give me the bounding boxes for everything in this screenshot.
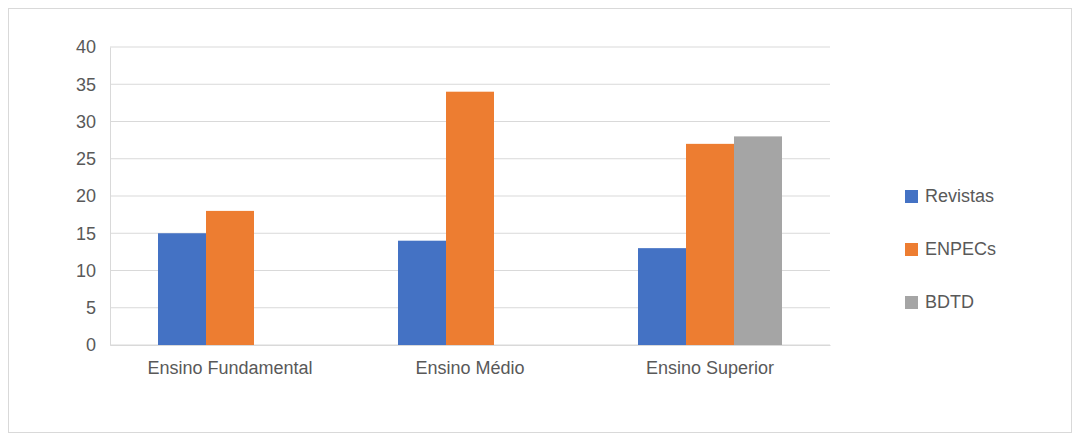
x-tick: Ensino Superior xyxy=(646,345,774,378)
chart-frame xyxy=(9,9,1072,433)
legend-label: Revistas xyxy=(925,186,994,206)
plot: 0510152025303540Ensino FundamentalEnsino… xyxy=(76,37,831,378)
legend-swatch xyxy=(905,243,918,256)
y-tick-label: 5 xyxy=(86,298,96,318)
bar xyxy=(398,241,446,345)
grid-line xyxy=(110,84,830,85)
legend-item: ENPECs xyxy=(905,239,996,259)
y-tick: 35 xyxy=(76,75,110,95)
legend-label: ENPECs xyxy=(925,239,996,259)
bar xyxy=(686,144,734,345)
bars xyxy=(158,92,782,345)
y-axis: 0 5 10 15 20 25 30 35 40 xyxy=(76,37,111,355)
y-tick: 25 xyxy=(76,149,110,169)
y-tick: 20 xyxy=(76,186,110,206)
x-tick: Ensino Médio xyxy=(415,345,524,378)
y-tick: 15 xyxy=(76,224,110,244)
y-axis-line xyxy=(110,48,111,346)
grid xyxy=(110,47,830,345)
bar-series xyxy=(206,92,734,345)
bar-series xyxy=(734,136,782,345)
y-tick: 30 xyxy=(76,112,110,132)
y-tick: 5 xyxy=(86,298,110,318)
x-axis: Ensino Fundamental Ensino Médio Ensino Sup… xyxy=(111,345,831,378)
bar xyxy=(158,233,206,345)
x-tick: Ensino Fundamental xyxy=(147,345,312,378)
x-axis-line xyxy=(111,345,831,346)
x-tick-label: Ensino Fundamental xyxy=(147,358,312,378)
y-tick-label: 35 xyxy=(76,75,96,95)
y-tick-label: 0 xyxy=(86,335,96,355)
x-tick-label: Ensino Superior xyxy=(646,358,774,378)
chart: 0510152025303540Ensino FundamentalEnsino… xyxy=(0,0,1080,441)
legend: Revistas ENPECs BDTD xyxy=(905,186,996,312)
x-tick-label: Ensino Médio xyxy=(415,358,524,378)
grid-line xyxy=(110,47,830,48)
y-tick-label: 20 xyxy=(76,186,96,206)
y-tick-label: 10 xyxy=(76,261,96,281)
y-tick-label: 30 xyxy=(76,112,96,132)
legend-swatch xyxy=(905,190,918,203)
bar xyxy=(446,92,494,345)
bar xyxy=(206,211,254,345)
legend-label: BDTD xyxy=(925,292,974,312)
y-tick-label: 15 xyxy=(76,224,96,244)
y-tick-label: 25 xyxy=(76,149,96,169)
y-tick: 40 xyxy=(76,37,110,57)
bar xyxy=(734,136,782,345)
legend-swatch xyxy=(905,296,918,309)
y-tick: 10 xyxy=(76,261,110,281)
y-tick-label: 40 xyxy=(76,37,96,57)
legend-item: BDTD xyxy=(905,292,974,312)
legend-item: Revistas xyxy=(905,186,994,206)
bar xyxy=(638,248,686,345)
y-tick: 0 xyxy=(86,335,110,355)
